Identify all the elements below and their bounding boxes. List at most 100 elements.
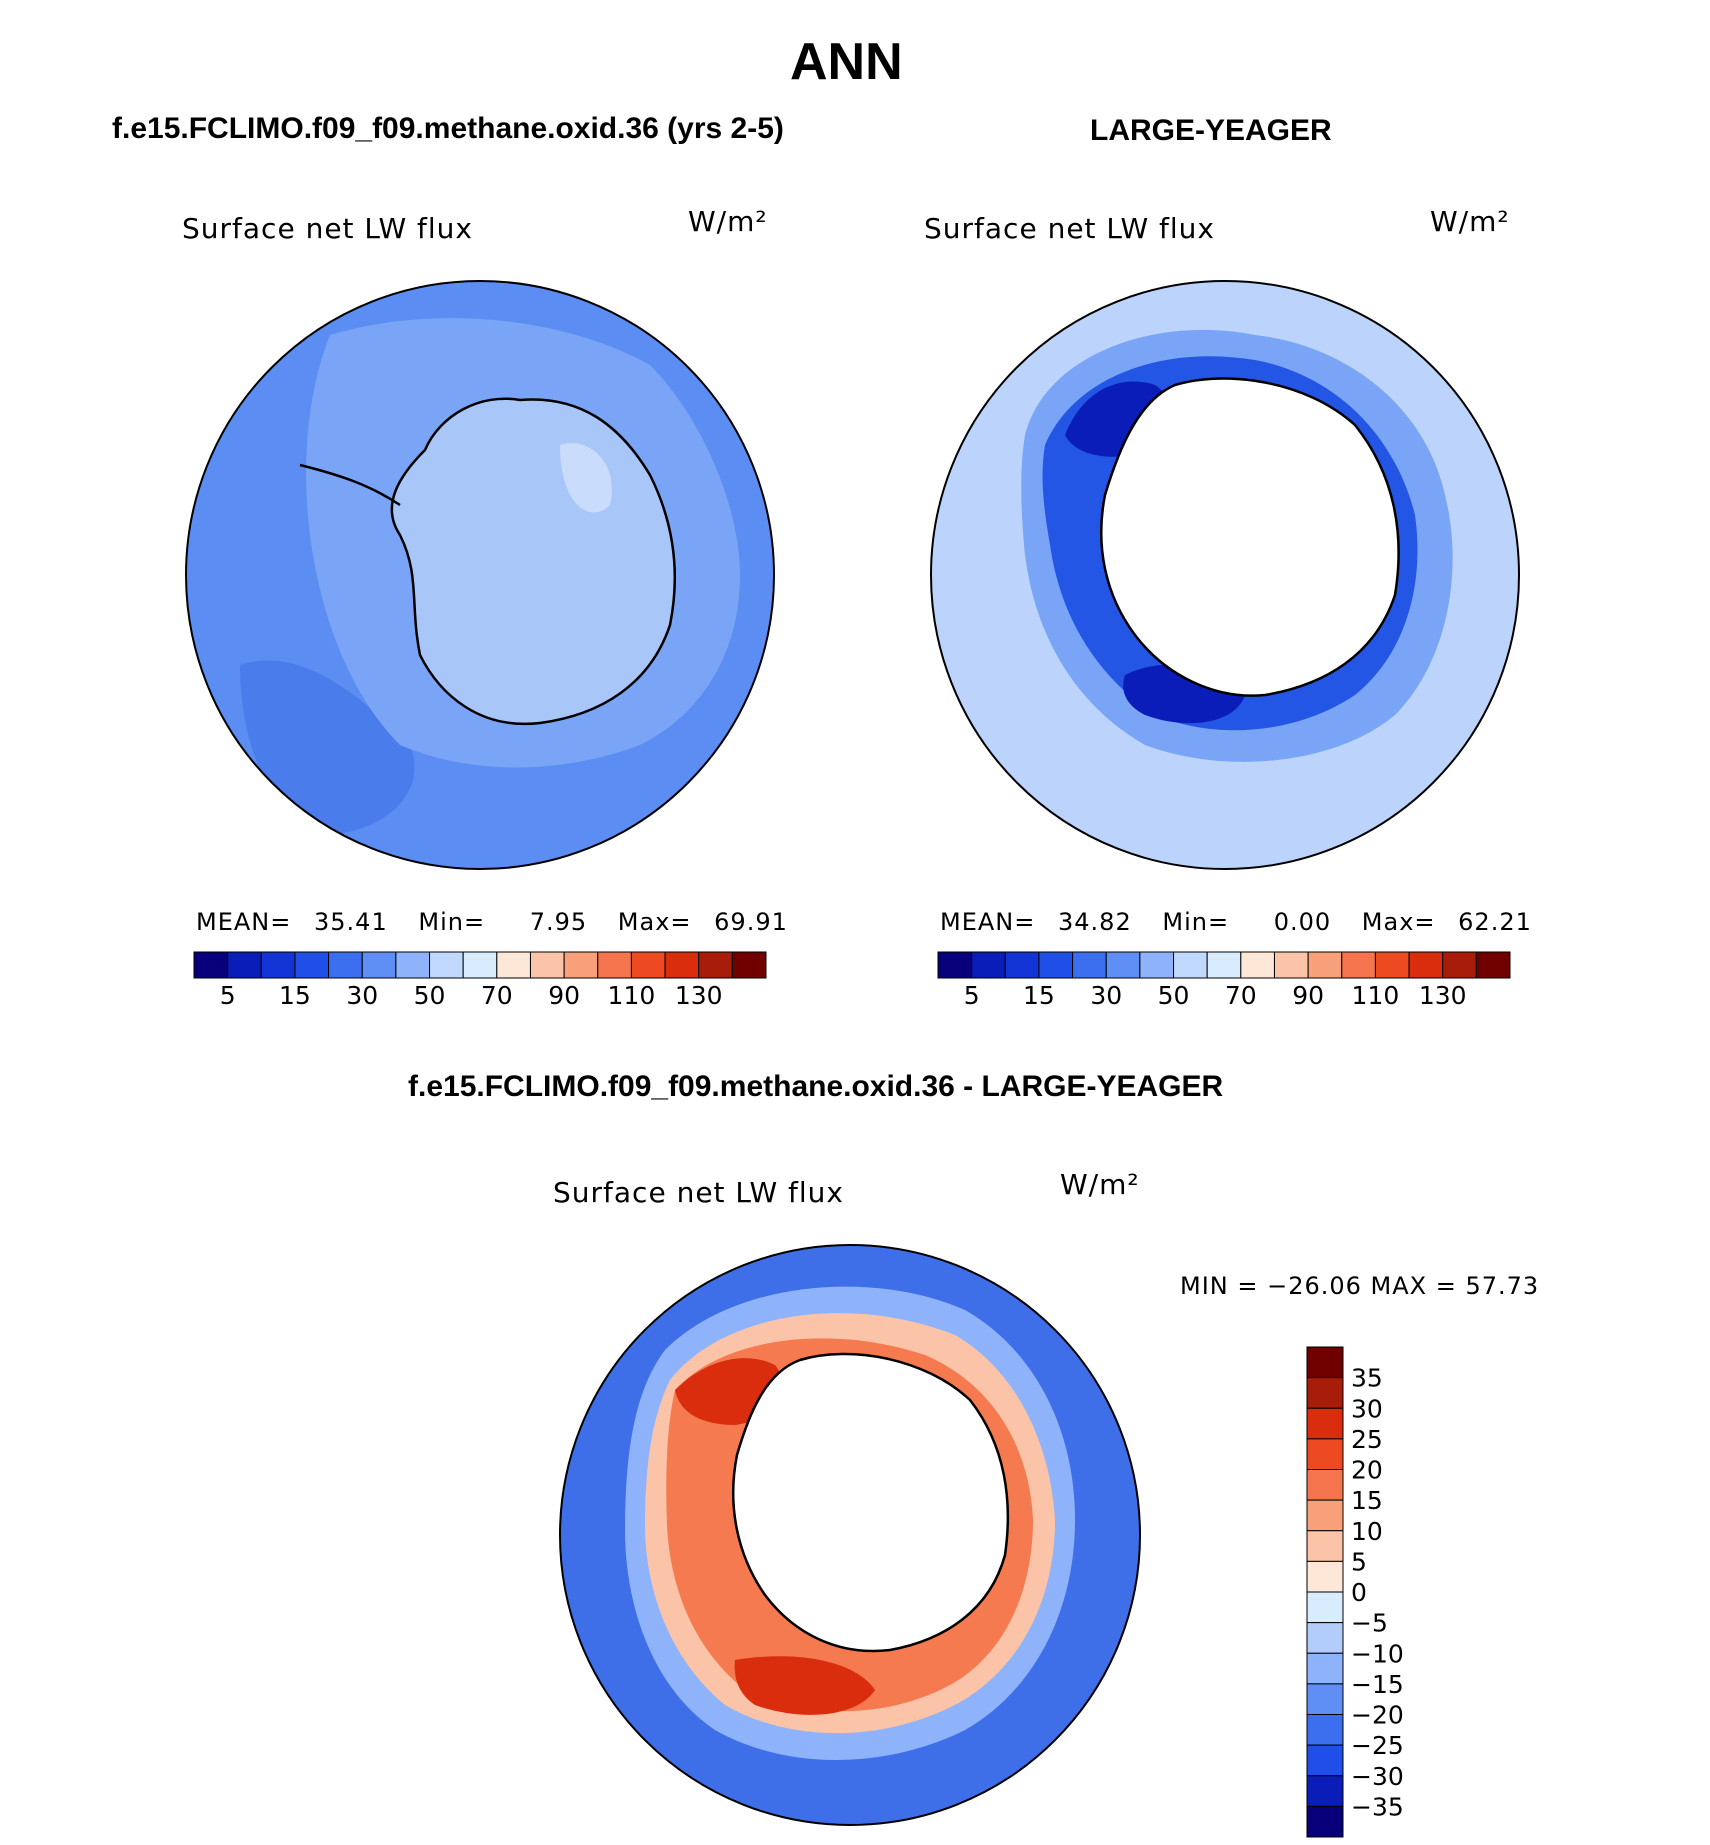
panel2-colorbar-swatch bbox=[1004, 951, 1040, 979]
panel1-units-label: W/m² bbox=[688, 205, 768, 238]
panel2-colorbar-tick-label: 50 bbox=[1158, 981, 1190, 1010]
panel3-colorbar-swatch bbox=[1306, 1407, 1344, 1440]
panel1-colorbar-swatch bbox=[429, 951, 464, 979]
panel1-colorbar-swatch bbox=[395, 951, 431, 979]
panel1-colorbar-swatch bbox=[193, 951, 229, 979]
panel1-colorbar-swatch bbox=[227, 951, 262, 979]
panel3-antarctica-masked bbox=[733, 1353, 1008, 1652]
panel2-colorbar-tick-label: 130 bbox=[1419, 981, 1467, 1010]
panel2-colorbar-swatch bbox=[971, 951, 1006, 979]
panel3-colorbar-tick-label: 10 bbox=[1351, 1517, 1383, 1546]
panel3-colorbar-tick-label: −10 bbox=[1351, 1639, 1404, 1668]
panel1-colorbar-tick-label: 15 bbox=[279, 981, 311, 1010]
panel1-ocean-dark-region bbox=[240, 660, 415, 835]
panel1-colorbar-tick-label: 130 bbox=[675, 981, 723, 1010]
panel2-colorbar-tick-label: 70 bbox=[1225, 981, 1257, 1010]
panel1-header: f.e15.FCLIMO.f09_f09.methane.oxid.36 (yr… bbox=[112, 112, 784, 145]
panel1-peninsula bbox=[299, 463, 401, 507]
panel1-colorbar-swatch bbox=[597, 951, 632, 979]
panel3-minmax-text: MIN = −26.06 MAX = 57.73 bbox=[1180, 1272, 1540, 1300]
panel1-mean-label: MEAN= bbox=[196, 908, 292, 936]
panel3-colorbar-tick-label: 5 bbox=[1351, 1547, 1367, 1576]
figure-title: ANN bbox=[790, 33, 903, 91]
panel2-colorbar-swatch bbox=[1408, 951, 1444, 979]
panel2-variable-label: Surface net LW flux bbox=[924, 212, 1215, 245]
panel2-colorbar-swatch bbox=[1139, 951, 1175, 979]
panel1-min-label: Min= bbox=[418, 908, 486, 936]
panel2-colorbar-swatch bbox=[1038, 951, 1074, 979]
panel1-map-border bbox=[185, 280, 775, 870]
panel3-colorbar-swatch bbox=[1306, 1438, 1344, 1470]
panel2-colorbar-swatch bbox=[1240, 951, 1275, 979]
panel3-colorbar-swatch bbox=[1306, 1346, 1344, 1379]
panel1-colorbar-tick-label: 50 bbox=[414, 981, 446, 1010]
panel2-colorbar-swatch bbox=[1374, 951, 1410, 979]
panel1-colorbar-tick-label: 30 bbox=[346, 981, 378, 1010]
panel2-colorbar-tick-label: 90 bbox=[1292, 981, 1324, 1010]
panel1-max-label: Max= bbox=[617, 908, 692, 936]
panel3-colorbar-swatch bbox=[1306, 1714, 1344, 1746]
panel3-colorbar-tick-label: −30 bbox=[1351, 1762, 1404, 1791]
panel2-max-label: Max= bbox=[1361, 908, 1436, 936]
panel3-colorbar-swatch bbox=[1306, 1591, 1344, 1624]
panel1-coastline bbox=[390, 397, 677, 726]
panel2-antarctica-masked bbox=[1101, 378, 1399, 696]
panel3-colorbar-tick-label: 20 bbox=[1351, 1456, 1383, 1485]
panel2-colorbar-swatch bbox=[1072, 951, 1107, 979]
panel2-min-value: 0.00 bbox=[1273, 908, 1332, 936]
panel3-colorbar-swatch bbox=[1306, 1530, 1344, 1562]
panel2-colorbar-swatch bbox=[937, 951, 973, 979]
panel1-colorbar-swatch bbox=[361, 951, 397, 979]
panel3-map bbox=[559, 1244, 1141, 1826]
panel2-colorbar-swatch bbox=[1475, 951, 1511, 979]
panel1-plateau bbox=[560, 443, 612, 513]
panel1-colorbar-swatch bbox=[664, 951, 700, 979]
panel3-colorbar-tick-label: −5 bbox=[1351, 1609, 1388, 1638]
panel3-map-border bbox=[559, 1244, 1141, 1826]
panel3-colorbar-tick-label: 25 bbox=[1351, 1425, 1383, 1454]
panel2-mean-label: MEAN= bbox=[940, 908, 1036, 936]
panel1-colorbar-swatch bbox=[731, 951, 767, 979]
panel1-colorbar-swatch bbox=[462, 951, 498, 979]
panel2-colorbar-swatch bbox=[1442, 951, 1477, 979]
panel2-map bbox=[930, 280, 1520, 870]
panel1-min-value: 7.95 bbox=[529, 908, 588, 936]
panel1-colorbar-swatch bbox=[630, 951, 666, 979]
panel3-colorbar-swatch bbox=[1306, 1560, 1344, 1593]
panel2-colorbar: 5 15 30 50 70 90 110 130 bbox=[937, 951, 1511, 1010]
panel2-min-label: Min= bbox=[1162, 908, 1230, 936]
panel3-colorbar-tick-label: −15 bbox=[1351, 1670, 1404, 1699]
panel1-colorbar-swatch bbox=[563, 951, 599, 979]
panel2-header: LARGE-YEAGER bbox=[1090, 114, 1332, 147]
panel3-colorbar-swatch bbox=[1306, 1622, 1344, 1654]
panel2-colorbar-swatch bbox=[1307, 951, 1343, 979]
panel1-colorbar-tick-label: 5 bbox=[220, 981, 236, 1010]
panel1-colorbar: 5 15 30 50 70 90 110 130 bbox=[193, 951, 767, 1010]
panel1-map bbox=[185, 280, 775, 870]
panel3-colorbar-tick-label: −25 bbox=[1351, 1731, 1404, 1760]
panel3-units-label: W/m² bbox=[1060, 1168, 1140, 1201]
panel1-colorbar-swatch bbox=[260, 951, 296, 979]
panel3-colorbar-swatch bbox=[1306, 1744, 1344, 1777]
panel3-colorbar-swatch bbox=[1306, 1499, 1344, 1532]
panel2-units-label: W/m² bbox=[1430, 205, 1510, 238]
panel1-colorbar-swatch bbox=[496, 951, 531, 979]
panel2-stats: MEAN= 34.82 Min= 0.00 Max= 62.21 bbox=[940, 908, 1532, 936]
panel3-colorbar-tick-label: −20 bbox=[1351, 1701, 1404, 1730]
panel3-colorbar-swatch bbox=[1306, 1469, 1344, 1501]
panel3-colorbar-tick-label: 0 bbox=[1351, 1578, 1367, 1607]
panel3-hot-pocket-2 bbox=[734, 1656, 875, 1715]
panel2-mean-value: 34.82 bbox=[1058, 908, 1132, 936]
panel2-colorbar-swatch bbox=[1173, 951, 1208, 979]
panel3-colorbar-tick-label: 30 bbox=[1351, 1394, 1383, 1423]
panel2-colorbar-swatch bbox=[1105, 951, 1141, 979]
panel2-colorbar-tick-label: 5 bbox=[964, 981, 980, 1010]
panel2-colorbar-tick-label: 15 bbox=[1023, 981, 1055, 1010]
panel2-colorbar-swatch bbox=[1206, 951, 1242, 979]
panel1-variable-label: Surface net LW flux bbox=[182, 212, 473, 245]
panel3-colorbar-swatch bbox=[1306, 1775, 1344, 1807]
panel1-colorbar-tick-label: 70 bbox=[481, 981, 513, 1010]
panel3-header: f.e15.FCLIMO.f09_f09.methane.oxid.36 - L… bbox=[408, 1070, 1224, 1103]
panel3-variable-label: Surface net LW flux bbox=[553, 1176, 844, 1209]
